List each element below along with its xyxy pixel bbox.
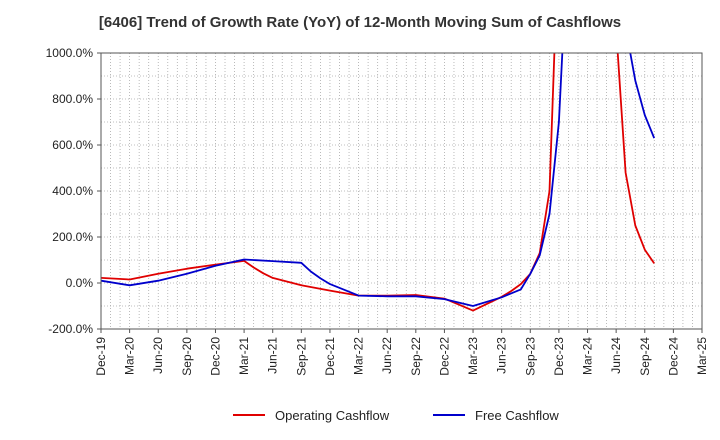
y-tick-label: 1000.0% [46,46,94,60]
x-tick-label: Dec-21 [323,337,337,376]
x-tick-label: Mar-22 [352,337,366,375]
grid [101,53,702,329]
x-tick-label: Mar-23 [466,337,480,375]
x-tick-label: Mar-25 [695,337,709,375]
x-axis: Dec-19 Mar-20 Jun-20 Sep-20 Dec-20 Mar-21 Jun-… [94,329,709,376]
x-tick-label: Jun-23 [495,337,509,374]
x-tick-label: Jun-24 [609,337,623,374]
x-tick-label: Jun-21 [266,337,280,374]
x-tick-label: Dec-23 [552,337,566,376]
x-tick-label: Jun-22 [380,337,394,374]
free-cashflow-legend-label: Free Cashflow [475,408,559,423]
y-axis: 1000.0% 800.0% 600.0% 400.0% 200.0% 0.0% -200.… [46,46,101,336]
operating-cashflow-legend-label: Operating Cashflow [275,408,390,423]
x-tick-label: Sep-23 [523,337,537,376]
x-tick-label: Mar-21 [237,337,251,375]
x-tick-label: Dec-22 [437,337,451,376]
x-tick-label: Dec-24 [666,337,680,376]
y-tick-label: -200.0% [48,322,93,336]
x-tick-label: Sep-20 [180,337,194,376]
x-tick-label: Sep-24 [638,337,652,376]
x-tick-label: Mar-20 [123,337,137,375]
x-tick-label: Jun-20 [151,337,165,374]
x-tick-label: Dec-20 [208,337,222,376]
y-tick-label: 600.0% [52,138,93,152]
legend: Operating Cashflow Free Cashflow [233,408,559,423]
y-tick-label: 800.0% [52,92,93,106]
free-cashflow-line [101,53,656,307]
x-tick-label: Mar-24 [581,337,595,375]
x-tick-label: Sep-21 [294,337,308,376]
series-lines [101,53,656,312]
y-tick-label: 400.0% [52,184,93,198]
x-tick-label: Sep-22 [409,337,423,376]
y-tick-label: 200.0% [52,230,93,244]
x-tick-label: Dec-19 [94,337,108,376]
chart-title: [6406] Trend of Growth Rate (YoY) of 12-… [98,14,622,31]
plot-frame [100,52,703,330]
y-tick-label: 0.0% [66,276,94,290]
